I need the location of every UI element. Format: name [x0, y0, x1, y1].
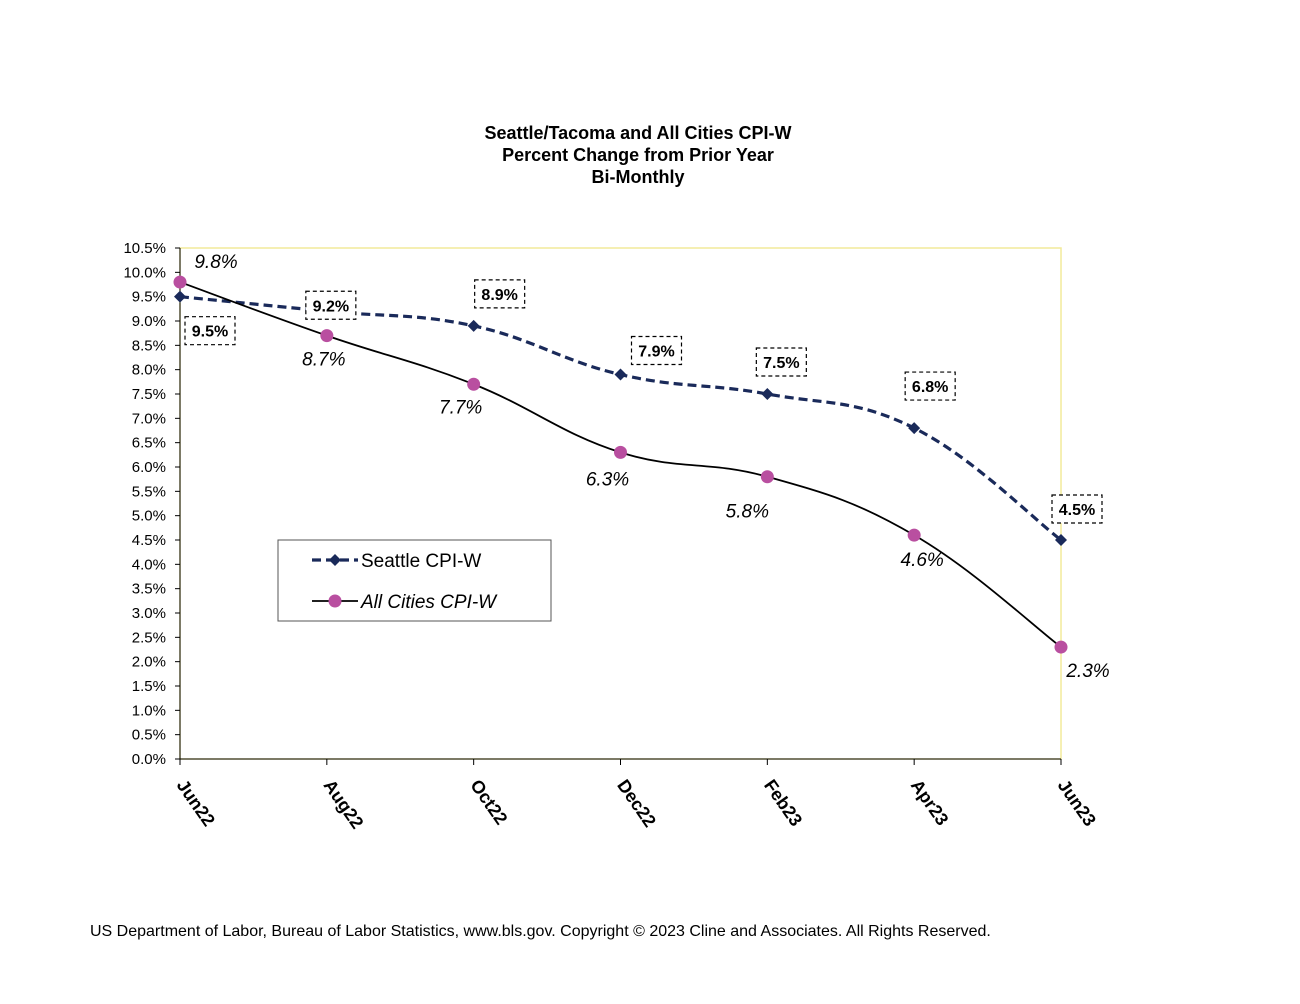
y-tick-label: 1.0% — [132, 702, 166, 719]
y-tick-label: 7.5% — [132, 386, 166, 403]
all-cities-data-label: 2.3% — [1065, 661, 1109, 682]
y-tick-label: 2.0% — [132, 654, 166, 671]
y-tick-label: 8.5% — [132, 337, 166, 354]
all-cities-point-marker — [173, 275, 187, 289]
all-cities-data-label: 6.3% — [586, 469, 629, 490]
seattle-point-marker — [614, 368, 627, 381]
seattle-data-label-box — [755, 347, 807, 377]
legend-entry-label: Seattle CPI-W — [361, 551, 481, 572]
seattle-data-label: 4.5% — [1059, 502, 1095, 519]
y-tick-label: 10.5% — [123, 240, 166, 257]
y-tick-label: 6.5% — [132, 435, 166, 452]
all-cities-data-label: 8.7% — [302, 350, 345, 371]
y-tick-label: 1.5% — [132, 678, 166, 695]
all-cities-point-marker — [760, 470, 774, 484]
data-labels: 9.5% 9.2% 8.9% 7.9% 7.5% 6.8% 4.5% 9.8% 8.7% 7.7%… — [184, 252, 1110, 682]
y-tick-label: 4.0% — [132, 556, 166, 573]
x-axis: Jun22 Aug22 Oct22 Dec22 Feb23 Apr23 Jun23 — [173, 758, 1100, 833]
seattle-point-marker — [467, 319, 480, 332]
y-tick-label: 9.5% — [132, 289, 166, 306]
all-cities-point-marker — [467, 377, 481, 391]
legend-entry-label: All Cities CPI-W — [360, 592, 498, 613]
plot-area — [179, 247, 1062, 760]
x-tick-label: Oct22 — [466, 776, 511, 828]
seattle-data-label: 9.5% — [192, 324, 228, 341]
x-tick-label: Dec22 — [613, 776, 660, 831]
all-cities-data-label: 7.7% — [439, 397, 482, 418]
chart-title: Seattle/Tacoma and All Cities CPI-WPerce… — [484, 123, 791, 187]
y-tick-label: 6.0% — [132, 459, 166, 476]
x-tick-label: Jun22 — [173, 776, 219, 830]
seattle-point-marker — [174, 290, 186, 303]
seattle-data-label-box — [184, 316, 236, 346]
all-cities-point-marker — [907, 528, 921, 542]
seattle-data-label-box — [305, 290, 357, 320]
all-cities-data-label: 9.8% — [194, 252, 237, 273]
y-tick-label: 5.5% — [132, 483, 166, 500]
seattle-series-line — [179, 295, 1062, 542]
y-axis: 0.0% 0.5% 1.0% 1.5% 2.0% 2.5% 3.0% 3.5% 4.0% 4.5%… — [123, 240, 181, 768]
y-tick-label: 0.5% — [132, 727, 166, 744]
y-tick-label: 7.0% — [132, 410, 166, 427]
legend-diamond-marker — [329, 554, 341, 566]
x-tick-label: Aug22 — [320, 776, 368, 833]
legend-box — [277, 539, 552, 622]
seattle-data-label: 8.9% — [481, 287, 517, 304]
y-tick-label: 3.0% — [132, 605, 166, 622]
seattle-data-label-box — [1051, 494, 1103, 524]
seattle-data-label: 9.2% — [313, 298, 349, 315]
x-tick-label: Jun23 — [1054, 776, 1100, 830]
chart-title-line: Percent Change from Prior Year — [502, 145, 774, 165]
seattle-data-label: 7.5% — [763, 355, 799, 372]
chart-title-line: Seattle/Tacoma and All Cities CPI-W — [484, 123, 791, 143]
y-tick-label: 3.5% — [132, 581, 166, 598]
y-tick-label: 5.0% — [132, 508, 166, 525]
legend-circle-marker — [328, 594, 342, 608]
seattle-data-label-box — [904, 371, 956, 401]
y-tick-label: 4.5% — [132, 532, 166, 549]
seattle-point-marker — [908, 422, 921, 435]
x-tick-label: Apr23 — [907, 776, 953, 829]
seattle-point-marker — [761, 388, 774, 400]
seattle-point-marker — [1055, 534, 1067, 546]
chart-title-line: Bi-Monthly — [592, 167, 685, 187]
all-cities-point-marker — [320, 329, 334, 343]
all-cities-point-marker — [614, 445, 627, 459]
seattle-data-label-box — [630, 335, 683, 366]
all-cities-data-label: 5.8% — [726, 502, 769, 523]
source-credit: US Department of Labor, Bureau of Labor … — [90, 923, 991, 940]
all-cities-data-label: 4.6% — [901, 550, 944, 571]
legend: Seattle CPI-W All Cities CPI-W — [277, 539, 552, 622]
seattle-data-label-box — [474, 279, 526, 309]
seattle-data-label: 7.9% — [638, 344, 674, 361]
seattle-data-label: 6.8% — [912, 379, 948, 396]
y-tick-label: 0.0% — [132, 751, 166, 768]
all-cities-point-marker — [1054, 640, 1068, 654]
y-tick-label: 9.0% — [132, 313, 166, 330]
y-tick-label: 8.0% — [132, 362, 166, 379]
y-tick-label: 10.0% — [123, 264, 166, 281]
y-tick-label: 2.5% — [132, 629, 166, 646]
x-tick-label: Feb23 — [760, 776, 806, 830]
